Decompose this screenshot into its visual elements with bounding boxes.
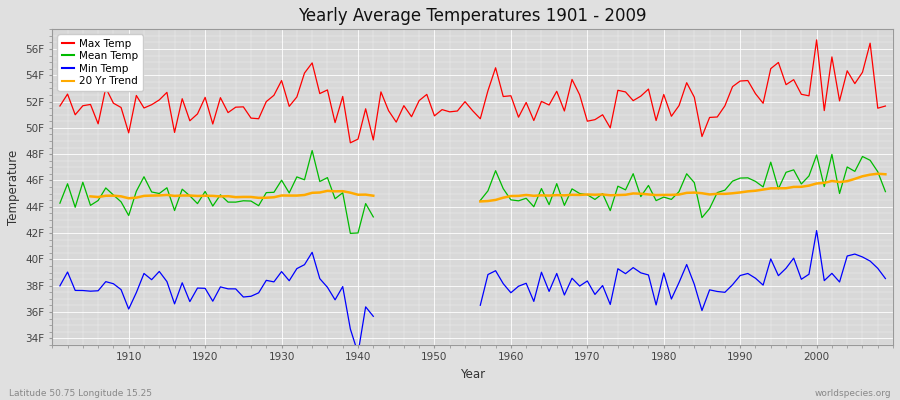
Y-axis label: Temperature: Temperature <box>7 150 20 225</box>
Text: Latitude 50.75 Longitude 15.25: Latitude 50.75 Longitude 15.25 <box>9 389 152 398</box>
Legend: Max Temp, Mean Temp, Min Temp, 20 Yr Trend: Max Temp, Mean Temp, Min Temp, 20 Yr Tre… <box>58 34 142 91</box>
Title: Yearly Average Temperatures 1901 - 2009: Yearly Average Temperatures 1901 - 2009 <box>299 7 647 25</box>
Text: worldspecies.org: worldspecies.org <box>814 389 891 398</box>
X-axis label: Year: Year <box>460 368 485 381</box>
